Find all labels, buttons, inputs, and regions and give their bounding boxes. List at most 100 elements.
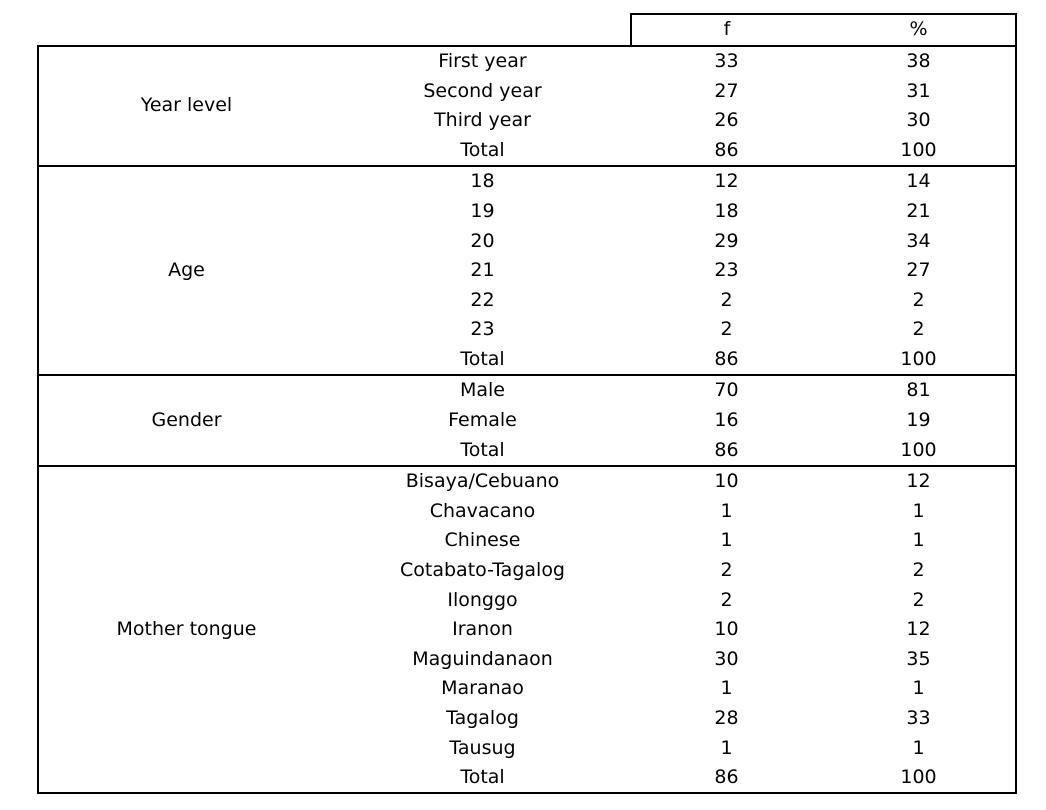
row-label: Chinese	[444, 529, 521, 552]
f-value: 1	[720, 677, 733, 700]
category-cell: Age	[37, 164, 334, 376]
row-label: First year	[334, 44, 631, 77]
f-value: 23	[714, 259, 739, 282]
table-row: 19 18 21	[38, 196, 1017, 227]
row-label: Total	[334, 762, 631, 795]
f-value: 30	[714, 647, 739, 670]
pct-value: 38	[822, 44, 1017, 77]
pct-value: 1	[822, 674, 1017, 704]
f-value: 86	[714, 347, 739, 370]
f-value: 70	[631, 374, 822, 406]
column-header-f: f	[630, 13, 822, 47]
pct-value: 35	[822, 644, 1017, 675]
row-label: Total	[460, 438, 505, 461]
pct-value: 21	[822, 196, 1017, 227]
row-label: Iranon	[452, 618, 513, 641]
table-row: Year level First year 33 38	[37, 44, 1017, 166]
row-label: 23	[470, 318, 495, 341]
pct-value: 19	[822, 405, 1017, 436]
row-label: Bisaya/Cebuano	[334, 464, 631, 497]
pct-value: 12	[822, 464, 1017, 497]
row-label: Third year	[434, 109, 531, 132]
row-label: Total	[460, 347, 505, 370]
table-row: Total 86 100	[38, 344, 1017, 376]
f-value: 16	[714, 409, 739, 432]
f-value: 27	[714, 79, 739, 102]
pct-value: 1	[822, 526, 1017, 556]
row-label: 21	[470, 259, 495, 282]
f-value: 86	[631, 762, 822, 795]
f-value: 2	[720, 318, 733, 341]
table-row: Chavacano 1 1	[38, 496, 1017, 527]
row-label: Maguindanaon	[412, 647, 553, 670]
row-label: Chavacano	[429, 499, 536, 522]
table-row: Total 86 100	[38, 762, 1017, 795]
row-label: Maranao	[441, 677, 524, 700]
pct-value: 100	[822, 435, 1017, 466]
row-label: Cotabato-Tagalog	[400, 559, 565, 582]
pct-value: 2	[822, 555, 1017, 586]
pct-value: 1	[822, 733, 1017, 763]
pct-value: 100	[822, 762, 1017, 795]
f-value: 1	[720, 736, 733, 759]
table-row: Maranao 1 1	[38, 674, 1017, 704]
f-value: 2	[720, 288, 733, 311]
pct-value: 81	[822, 374, 1017, 406]
table-row: Maguindanaon 30 35	[38, 644, 1017, 675]
f-value: 86	[714, 138, 739, 161]
category-cell: Year level	[37, 44, 334, 166]
category-cell: Mother tongue	[37, 464, 334, 795]
table-row: 21 23 27	[38, 255, 1017, 286]
f-value: 33	[631, 44, 822, 77]
pct-value: 100	[822, 135, 1017, 166]
row-label: 19	[470, 199, 495, 222]
pct-value: 33	[822, 703, 1017, 734]
f-value: 29	[714, 229, 739, 252]
pct-value: 31	[822, 76, 1017, 106]
row-label: 20	[470, 229, 495, 252]
f-value: 10	[714, 618, 739, 641]
f-value: 86	[714, 438, 739, 461]
f-value: 10	[631, 464, 822, 497]
demographics-table-container: f % Year level First year 33 38 Second year 2…	[37, 13, 1017, 795]
row-label: Tagalog	[446, 707, 519, 729]
pct-value: 34	[822, 226, 1017, 256]
demographics-table: f % Year level First year 33 38 Second year 2…	[37, 13, 1017, 795]
pct-value: 12	[822, 614, 1017, 645]
row-label: Total	[460, 138, 505, 161]
f-value: 18	[714, 199, 739, 222]
pct-value: 100	[822, 344, 1017, 376]
table-row: 22 2 2	[38, 285, 1017, 315]
pct-value: 27	[822, 255, 1017, 286]
header-spacer	[38, 14, 631, 47]
category-cell: Gender	[37, 374, 334, 466]
table-row: Tagalog 28 33	[38, 703, 1017, 734]
f-value: 2	[720, 559, 733, 582]
table-row: Total 86 100	[38, 435, 1017, 466]
row-label: Male	[334, 374, 631, 406]
row-label: Second year	[423, 79, 542, 102]
table-row: Gender Male 70 81	[37, 374, 1017, 466]
table-row: 20 29 34	[38, 226, 1017, 256]
pct-value: 2	[822, 314, 1017, 345]
table-row: Iranon 10 12	[38, 614, 1017, 645]
f-value: 1	[720, 529, 733, 552]
table-row: Chinese 1 1	[38, 526, 1017, 556]
header-row: f %	[38, 13, 1017, 47]
pct-value: 14	[822, 164, 1017, 197]
table-body: Year level First year 33 38 Second year 27 31 T…	[37, 44, 1017, 795]
table-row: Second year 27 31	[38, 76, 1017, 106]
table-row: Age 18 12 14	[37, 164, 1017, 376]
pct-value: 30	[822, 105, 1017, 136]
f-value: 12	[631, 164, 822, 197]
f-value: 2	[720, 588, 733, 611]
pct-value: 1	[822, 496, 1017, 527]
table-row: Tausug 1 1	[38, 733, 1017, 763]
row-label: 18	[334, 164, 631, 197]
row-label: Female	[448, 409, 517, 432]
table-row: Female 16 19	[38, 405, 1017, 436]
table-row: Third year 26 30	[38, 105, 1017, 136]
table-row: Ilonggo 2 2	[38, 585, 1017, 615]
table-row: 23 2 2	[38, 314, 1017, 345]
pct-value: 2	[822, 585, 1017, 615]
